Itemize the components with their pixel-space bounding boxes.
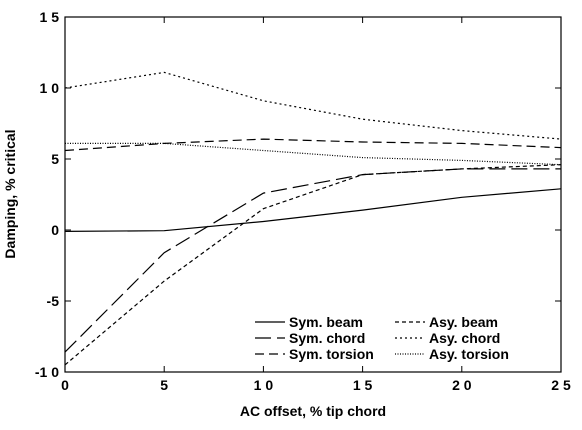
y-tick-label: -1 0 — [35, 364, 59, 380]
y-tick-label: -5 — [47, 293, 60, 309]
x-ticks: 0 5 1 0 1 5 2 0 2 5 — [61, 17, 571, 393]
y-axis-title: Damping, % critical — [2, 129, 18, 258]
x-axis-title: AC offset, % tip chord — [240, 403, 386, 419]
legend-label-asy-torsion: Asy. torsion — [429, 346, 509, 362]
y-tick-label: 0 — [51, 222, 59, 238]
series-line-sym-torsion — [64, 138, 562, 152]
x-tick-label: 2 5 — [551, 377, 571, 393]
plot-frame — [64, 16, 562, 373]
legend-label-sym-beam: Sym. beam — [289, 314, 363, 330]
series-line-asy-beam — [64, 164, 562, 366]
x-tick-label: 2 0 — [452, 377, 472, 393]
legend-label-sym-chord: Sym. chord — [289, 330, 365, 346]
series-line-sym-chord — [64, 168, 561, 353]
x-tick-label: 0 — [61, 377, 69, 393]
y-tick-label: 1 0 — [40, 80, 60, 96]
x-tick-label: 5 — [160, 377, 168, 393]
series-line-asy-torsion — [65, 142, 562, 166]
x-tick-label: 1 0 — [254, 377, 274, 393]
y-ticks: -1 0 -5 0 5 1 0 1 5 — [35, 9, 561, 380]
series-lines — [64, 71, 562, 366]
legend-label-asy-beam: Asy. beam — [429, 314, 498, 330]
legend-label-sym-torsion: Sym. torsion — [289, 346, 374, 362]
x-tick-label: 1 5 — [353, 377, 373, 393]
series-line-sym-beam — [64, 188, 562, 232]
series-line-asy-chord — [64, 71, 562, 140]
y-tick-label: 5 — [51, 151, 59, 167]
y-tick-label: 1 5 — [40, 9, 60, 25]
legend-label-asy-chord: Asy. chord — [429, 330, 500, 346]
